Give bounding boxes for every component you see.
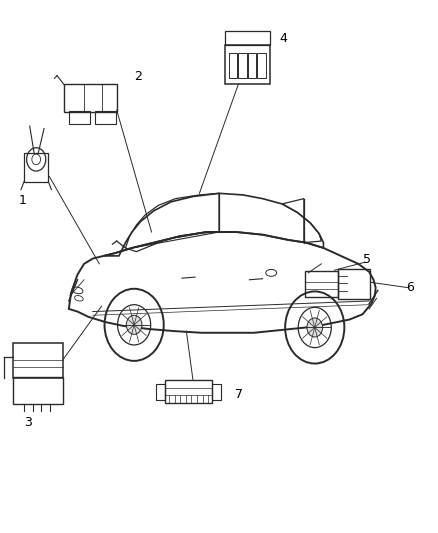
Circle shape — [126, 316, 142, 334]
Text: 1: 1 — [18, 193, 26, 207]
Text: 4: 4 — [279, 32, 287, 45]
Text: 6: 6 — [406, 281, 414, 294]
Text: 7: 7 — [236, 389, 244, 401]
Text: 3: 3 — [25, 416, 32, 430]
Text: 5: 5 — [363, 253, 371, 266]
Text: 2: 2 — [134, 70, 142, 83]
Circle shape — [307, 318, 322, 337]
